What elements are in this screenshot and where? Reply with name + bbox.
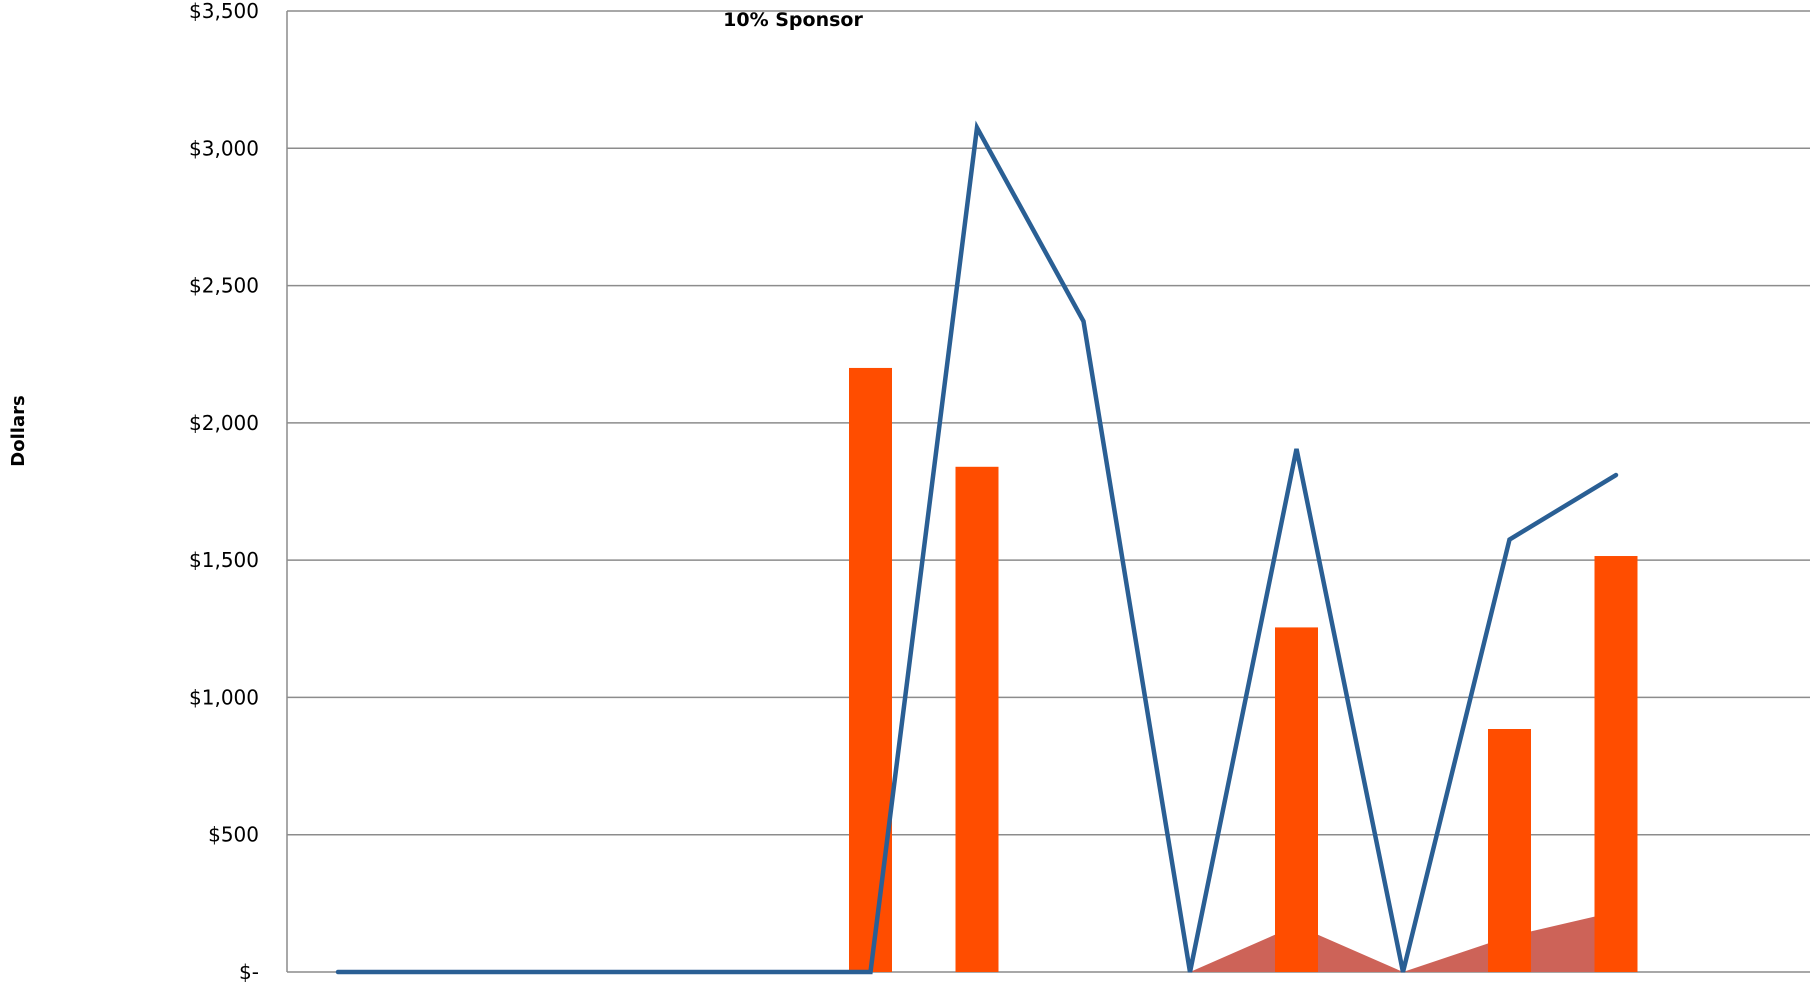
y-tick-label: $3,500 — [189, 0, 259, 23]
y-tick-label: $- — [239, 960, 259, 984]
chart-title: 10% Sponsor — [723, 9, 863, 31]
y-tick-label: $2,000 — [189, 411, 259, 435]
y-tick-label: $2,500 — [189, 274, 259, 298]
bar — [1275, 627, 1318, 972]
bar — [849, 367, 892, 972]
y-tick-label: $500 — [208, 823, 259, 847]
line-series — [335, 120, 1619, 975]
y-axis-tick-labels: $- $500 $1,000 $1,500 $2,000 $2,500 $3,000 $3,5… — [189, 0, 259, 984]
y-tick-label: $3,000 — [189, 136, 259, 160]
gridlines — [287, 10, 1810, 973]
bar — [1488, 729, 1531, 972]
y-axis-title: Dollars — [8, 395, 29, 466]
line-series — [335, 120, 1619, 975]
bar — [1594, 556, 1638, 972]
bar — [955, 466, 999, 972]
y-tick-label: $1,000 — [189, 685, 259, 709]
bar-series — [849, 367, 1638, 972]
y-tick-label: $1,500 — [189, 548, 259, 572]
